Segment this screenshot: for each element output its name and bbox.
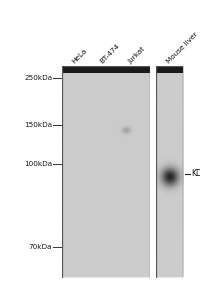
Text: 100kDa: 100kDa bbox=[24, 161, 52, 167]
Text: 150kDa: 150kDa bbox=[24, 122, 52, 128]
Bar bbox=[62, 66, 149, 74]
Text: Jurkat: Jurkat bbox=[127, 45, 146, 64]
Text: BT-474: BT-474 bbox=[99, 42, 121, 64]
Text: 250kDa: 250kDa bbox=[24, 75, 52, 81]
Bar bbox=[155, 66, 182, 74]
Text: Mouse liver: Mouse liver bbox=[164, 31, 198, 64]
Text: 70kDa: 70kDa bbox=[29, 244, 52, 250]
Text: KDM2A: KDM2A bbox=[190, 169, 200, 178]
Text: HeLa: HeLa bbox=[70, 47, 87, 64]
